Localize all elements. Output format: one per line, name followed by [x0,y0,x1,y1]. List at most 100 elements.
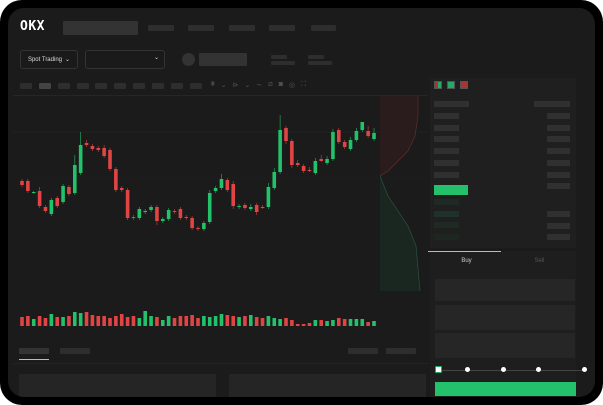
chevron-down-icon[interactable]: ⌄ [220,82,227,89]
orders-panel-right [229,374,426,397]
timeframe-option[interactable] [20,83,32,89]
volume-bar [325,321,329,326]
filter-button-1[interactable] [348,348,378,354]
candle-body [43,207,48,211]
slider-handle[interactable] [435,366,442,373]
volume-bar [307,323,312,326]
nav-item-3[interactable] [229,25,255,31]
chevron-down-icon[interactable]: ⌄ [244,82,251,89]
depth-chart [380,96,421,291]
fullscreen-icon[interactable]: ⛶ [301,81,306,88]
active-tab-indicator [19,359,49,360]
timeframe-option[interactable] [152,83,164,89]
candle-body [207,193,212,222]
candle-body [219,179,224,188]
stat-label-2 [308,55,324,59]
ask-price [434,136,459,143]
timeframe-option[interactable] [171,83,183,89]
orderbook-both-icon[interactable] [434,81,442,89]
market-type-dropdown[interactable]: Spot Trading ⌄ [20,50,78,69]
ask-amount [547,136,570,143]
amount-input[interactable] [435,305,575,330]
tab-sell[interactable]: Sell [534,258,545,264]
okx-logo[interactable]: OKX [20,19,45,34]
camera-icon[interactable]: ◙ [278,81,283,88]
drawing-line-icon[interactable]: ∼ [256,82,263,89]
ask-amount [547,159,570,166]
volume-bar [131,316,136,326]
ruler-icon[interactable]: ⧄ [268,81,273,88]
volume-bar [96,316,101,326]
candle-body [260,207,265,208]
timeframe-option[interactable] [77,83,89,89]
candle-body [96,148,101,150]
timeframe-option[interactable] [39,83,51,89]
volume-bar [319,320,323,326]
volume-bar [231,316,235,326]
candle-body [249,207,253,209]
candle-body [348,140,353,149]
candle-body [143,211,147,212]
timeframe-option[interactable] [133,83,145,89]
buy-button[interactable] [435,382,576,396]
volume-bar [372,321,376,326]
total-input[interactable] [435,333,575,358]
volume-bar [190,315,194,326]
candle-body [307,170,312,171]
filter-button-2[interactable] [386,348,416,354]
orderbook-bids-icon[interactable] [447,81,455,89]
trade-panel: Buy Sell [428,251,587,397]
candle-body [125,190,130,218]
tab-order-history[interactable] [60,348,90,354]
timeframe-option[interactable] [95,83,107,89]
nav-item-5[interactable] [311,25,336,31]
candle-body [131,217,136,218]
volume-bar [31,319,36,326]
stat-value-1 [271,61,295,65]
app-window: OKX Spot Trading ⌄ ⌄ ⩩ ⌄ ⊳ ⌄ ∼ ⧄ ◙ ◎ ⛶ [8,8,595,397]
ask-price [434,171,459,178]
volume-bar [196,318,200,326]
pair-price [199,53,247,66]
timeframe-option[interactable] [58,83,70,89]
divider [13,95,428,96]
volume-bar [49,314,54,326]
bid-price [434,210,459,217]
timeframe-option[interactable] [114,83,126,89]
volume-bar [102,316,106,326]
pair-selector[interactable]: ⌄ [85,50,165,69]
candlestick-chart[interactable] [8,8,428,338]
chevron-down-icon: ⌄ [153,55,159,61]
candle-body [360,122,365,130]
tab-buy[interactable]: Buy [461,258,472,264]
candle-body [178,209,183,218]
volume-bar [295,324,300,326]
nav-item-2[interactable] [188,25,214,31]
volume-bar [237,317,241,326]
price-input[interactable] [435,279,575,301]
percent-slider[interactable] [435,366,587,374]
orderbook-asks-icon[interactable] [460,81,468,89]
volume-bar [354,319,359,326]
indicator-icon[interactable]: ⊳ [232,82,239,89]
ask-price [434,124,459,131]
settings-icon[interactable]: ◎ [288,82,296,89]
volume-bar [219,314,224,326]
volume-bar [213,316,218,326]
nav-item-4[interactable] [269,25,295,31]
search-bar[interactable] [63,21,138,35]
candle-body [325,159,329,163]
candle-body [342,142,347,147]
candle-body [202,223,206,229]
tab-open-orders[interactable] [19,348,49,354]
candle-body [161,219,165,221]
chart-type-icon[interactable]: ⩩ [211,81,215,88]
volume-bar [366,322,370,326]
nav-item-1[interactable] [148,25,174,31]
volume-bar [249,315,253,326]
volume-bar [360,319,365,326]
volume-bar [243,316,247,326]
ask-amount [547,183,570,189]
volume-bar [43,318,48,326]
timeframe-option[interactable] [190,83,202,89]
